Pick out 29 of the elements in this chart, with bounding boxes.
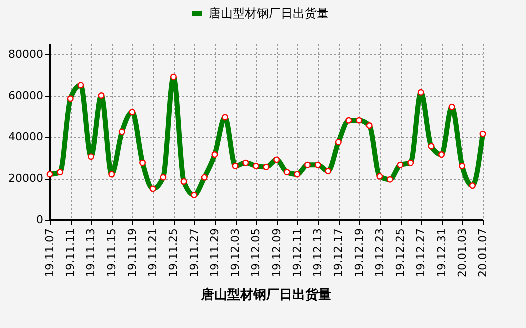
x-tick-label: 19.11.07 xyxy=(44,228,56,278)
x-tick-label: 19.12.11 xyxy=(290,228,304,278)
y-tick-label: 0 xyxy=(36,214,44,226)
x-tick-label: 19.12.25 xyxy=(394,228,408,278)
y-tick-label: 20000 xyxy=(8,172,44,186)
x-tick-label: 19.12.23 xyxy=(373,228,386,278)
y-tick-label: 60000 xyxy=(8,89,44,102)
x-tick-label: 19.11.13 xyxy=(84,228,98,278)
x-tick-label: 19.12.09 xyxy=(270,228,284,278)
x-tick-label: 20.01.03 xyxy=(456,228,469,278)
x-tick-label: 19.12.19 xyxy=(352,228,366,278)
legend-label: 唐山型材钢厂日出货量 xyxy=(209,6,329,20)
x-tick-label: 19.12.05 xyxy=(250,228,263,278)
x-tick-label: 19.11.19 xyxy=(126,228,139,278)
x-tick-label: 19.11.25 xyxy=(167,228,180,278)
x-tick-label: 19.11.11 xyxy=(64,228,78,278)
y-tick-label: 80000 xyxy=(8,48,44,61)
x-tick-label: 19.12.27 xyxy=(414,228,428,278)
y-tick-label: 40000 xyxy=(8,130,44,144)
x-tick-label: 19.12.03 xyxy=(229,228,242,278)
x-tick-label: 19.11.21 xyxy=(146,228,160,278)
x-tick-label: 19.12.31 xyxy=(435,228,448,278)
text: 唐山型材钢厂日出货量 xyxy=(200,286,332,303)
x-tick-label: 19.11.27 xyxy=(188,228,201,278)
x-tick-label: 19.11.29 xyxy=(208,228,222,278)
x-tick-label: 19.12.17 xyxy=(332,228,346,278)
x-tick-label: 20.01.07 xyxy=(476,228,490,278)
x-tick-label: 19.11.15 xyxy=(105,228,118,278)
x-tick-label: 19.12.13 xyxy=(312,228,325,278)
